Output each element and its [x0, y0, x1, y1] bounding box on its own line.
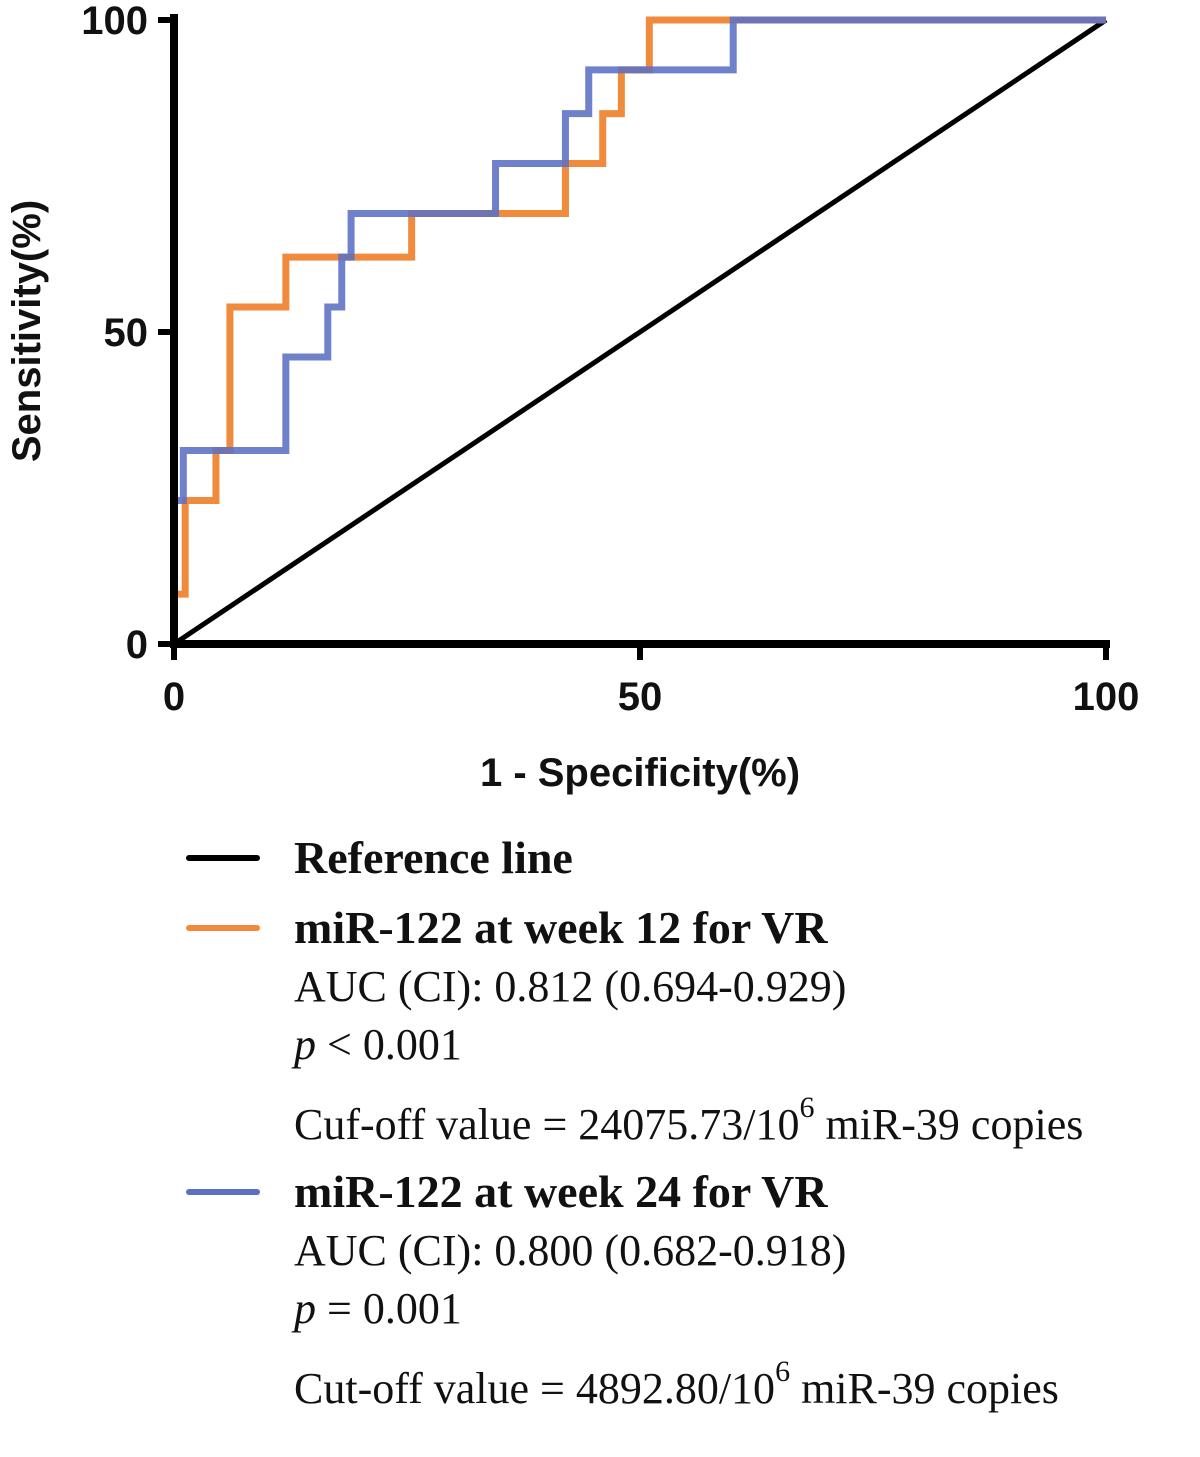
- cutoff-prefix-week24: Cut-off value = 4892.80/10: [294, 1364, 776, 1413]
- auc-week24: AUC (CI): 0.800 (0.682-0.918): [294, 1226, 847, 1275]
- series-line-reference: [172, 17, 1108, 647]
- p-text-week24: = 0.001: [316, 1284, 462, 1333]
- p-symbol-week24: p: [294, 1284, 316, 1333]
- y-tick-label-50: 50: [104, 311, 149, 355]
- cutoff-week12: Cuf-off value = 24075.73/106 miR-39 copi…: [294, 1093, 1196, 1154]
- p-symbol-week12: p: [294, 1020, 316, 1069]
- x-tick-label-0: 0: [163, 675, 185, 719]
- series-layer: [170, 16, 1108, 647]
- x-tick-label-100: 100: [1073, 675, 1140, 719]
- legend-label-week12: miR-122 at week 12 for VR: [294, 902, 828, 953]
- x-axis-title: 1 - Specificity(%): [480, 751, 800, 795]
- legend-swatch-reference: [186, 855, 260, 861]
- series-line-week24: [170, 16, 1106, 644]
- y-tick-label-0: 0: [126, 623, 148, 667]
- y-tick-label-100: 100: [81, 0, 148, 43]
- p-value-week12: p < 0.001: [294, 1016, 1196, 1074]
- legend: Reference line miR-122 at week 12 for VR…: [186, 828, 1196, 1418]
- cutoff-exp-week24: 6: [775, 1355, 791, 1388]
- p-text-week12: < 0.001: [316, 1020, 462, 1069]
- auc-week12: AUC (CI): 0.812 (0.694-0.929): [294, 962, 847, 1011]
- cutoff-prefix-week12: Cuf-off value = 24075.73/10: [294, 1100, 800, 1149]
- roc-chart: 0 50 100 0 50 100 1 - Specificity(%) Sensitiv…: [5, 0, 1139, 795]
- tick-layer: 0 50 100 0 50 100: [81, 0, 1139, 719]
- cutoff-suffix-week12: miR-39 copies: [814, 1100, 1084, 1149]
- legend-entry-week12: miR-122 at week 12 for VR AUC (CI): 0.81…: [186, 898, 1196, 1154]
- p-value-week24: p = 0.001: [294, 1280, 1196, 1338]
- legend-entry-week24: miR-122 at week 24 for VR AUC (CI): 0.80…: [186, 1162, 1196, 1418]
- cutoff-week24: Cut-off value = 4892.80/106 miR-39 copie…: [294, 1357, 1196, 1418]
- legend-entry-reference: Reference line: [186, 828, 1196, 888]
- legend-label-reference: Reference line: [294, 832, 573, 883]
- cutoff-suffix-week24: miR-39 copies: [790, 1364, 1059, 1413]
- cutoff-exp-week12: 6: [799, 1091, 815, 1124]
- y-axis-title: Sensitivity(%): [5, 200, 49, 462]
- legend-label-week24: miR-122 at week 24 for VR: [294, 1166, 828, 1217]
- legend-swatch-week24: [186, 1189, 260, 1195]
- x-tick-label-50: 50: [618, 675, 663, 719]
- legend-swatch-week12: [186, 925, 260, 931]
